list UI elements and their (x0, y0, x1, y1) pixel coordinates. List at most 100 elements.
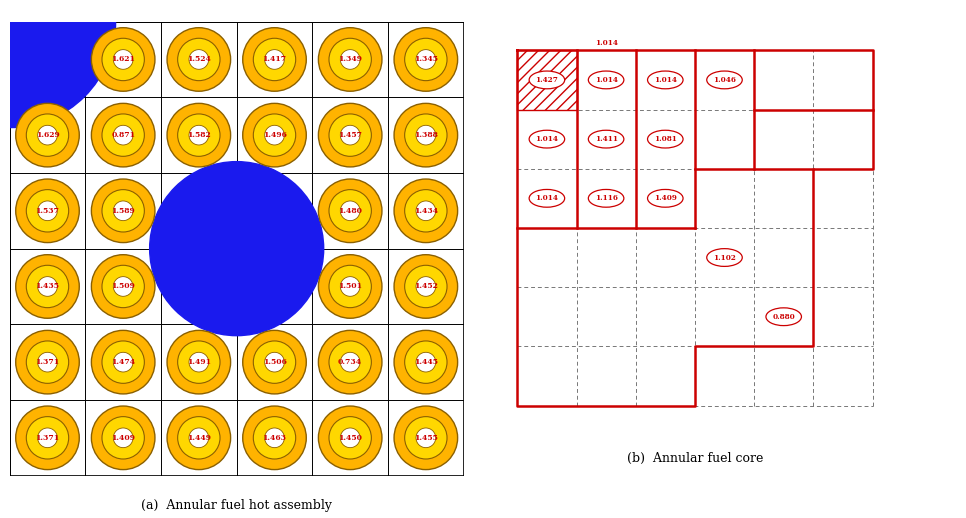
Circle shape (405, 190, 447, 232)
Circle shape (92, 406, 155, 470)
Circle shape (189, 125, 209, 145)
Text: 1.491: 1.491 (186, 358, 211, 366)
Ellipse shape (647, 71, 683, 89)
Circle shape (38, 428, 57, 448)
Circle shape (405, 341, 447, 383)
Text: 1.582: 1.582 (187, 131, 211, 139)
Circle shape (394, 179, 458, 242)
Circle shape (102, 341, 144, 383)
Circle shape (26, 114, 69, 156)
Text: (a)  Annular fuel hot assembly: (a) Annular fuel hot assembly (141, 499, 332, 512)
Text: 1.496: 1.496 (263, 131, 287, 139)
Circle shape (405, 38, 447, 81)
Circle shape (319, 255, 382, 318)
Circle shape (167, 27, 231, 91)
Circle shape (242, 330, 306, 394)
Text: 0.734: 0.734 (338, 358, 362, 366)
Circle shape (253, 38, 296, 81)
Ellipse shape (588, 190, 624, 207)
Circle shape (15, 330, 79, 394)
Circle shape (416, 277, 436, 296)
Circle shape (242, 104, 306, 167)
Text: 1.371: 1.371 (36, 358, 60, 366)
Text: 1.445: 1.445 (413, 358, 438, 366)
Circle shape (189, 352, 209, 372)
Text: (b)  Annular fuel core: (b) Annular fuel core (627, 452, 763, 465)
Circle shape (329, 190, 371, 232)
Circle shape (394, 255, 458, 318)
Circle shape (405, 114, 447, 156)
Text: 1.434: 1.434 (413, 207, 438, 215)
Text: 0.880: 0.880 (773, 313, 795, 321)
Text: 1.014: 1.014 (595, 76, 617, 84)
Circle shape (92, 179, 155, 242)
Circle shape (15, 179, 79, 242)
Wedge shape (10, 22, 116, 127)
Circle shape (265, 125, 284, 145)
Text: 1.116: 1.116 (595, 194, 617, 203)
Circle shape (167, 330, 231, 394)
Circle shape (319, 104, 382, 167)
Circle shape (319, 330, 382, 394)
Circle shape (113, 352, 133, 372)
Circle shape (150, 162, 324, 336)
Circle shape (340, 277, 360, 296)
Circle shape (405, 416, 447, 459)
Circle shape (394, 330, 458, 394)
Text: 1.537: 1.537 (36, 207, 60, 215)
Ellipse shape (529, 190, 565, 207)
Circle shape (102, 114, 144, 156)
Text: 1.371: 1.371 (36, 434, 60, 442)
Circle shape (329, 265, 371, 308)
Circle shape (340, 50, 360, 69)
Text: 1.427: 1.427 (535, 76, 558, 84)
Circle shape (113, 201, 133, 221)
Circle shape (15, 104, 79, 167)
Circle shape (113, 428, 133, 448)
Circle shape (102, 38, 144, 81)
Text: 1.349: 1.349 (338, 55, 362, 64)
Circle shape (340, 125, 360, 145)
Ellipse shape (647, 190, 683, 207)
Circle shape (329, 341, 371, 383)
Ellipse shape (647, 130, 683, 148)
Circle shape (92, 330, 155, 394)
Circle shape (319, 27, 382, 91)
Circle shape (15, 406, 79, 470)
Text: 1.388: 1.388 (413, 131, 438, 139)
Text: 1.480: 1.480 (338, 207, 362, 215)
Circle shape (405, 265, 447, 308)
Text: 1.046: 1.046 (713, 76, 736, 84)
Circle shape (319, 179, 382, 242)
Text: 1.629: 1.629 (36, 131, 59, 139)
Circle shape (92, 255, 155, 318)
Circle shape (329, 38, 371, 81)
Circle shape (394, 104, 458, 167)
Text: 1.621: 1.621 (111, 55, 135, 64)
Circle shape (178, 38, 220, 81)
Circle shape (102, 416, 144, 459)
Circle shape (38, 277, 57, 296)
Circle shape (38, 352, 57, 372)
Text: 1.014: 1.014 (535, 194, 558, 203)
Circle shape (38, 125, 57, 145)
Circle shape (340, 201, 360, 221)
Text: 1.411: 1.411 (595, 135, 617, 143)
Text: 1.014: 1.014 (595, 39, 617, 47)
Circle shape (113, 277, 133, 296)
Circle shape (242, 406, 306, 470)
Circle shape (319, 406, 382, 470)
Text: 1.524: 1.524 (186, 55, 211, 64)
Circle shape (265, 50, 284, 69)
Circle shape (26, 416, 69, 459)
Text: 1.463: 1.463 (263, 434, 287, 442)
Circle shape (92, 104, 155, 167)
Text: 1.455: 1.455 (413, 434, 438, 442)
Circle shape (394, 27, 458, 91)
Circle shape (253, 416, 296, 459)
Text: 1.474: 1.474 (111, 358, 135, 366)
Circle shape (242, 27, 306, 91)
Bar (518, 50, 577, 109)
Circle shape (329, 114, 371, 156)
Circle shape (26, 265, 69, 308)
